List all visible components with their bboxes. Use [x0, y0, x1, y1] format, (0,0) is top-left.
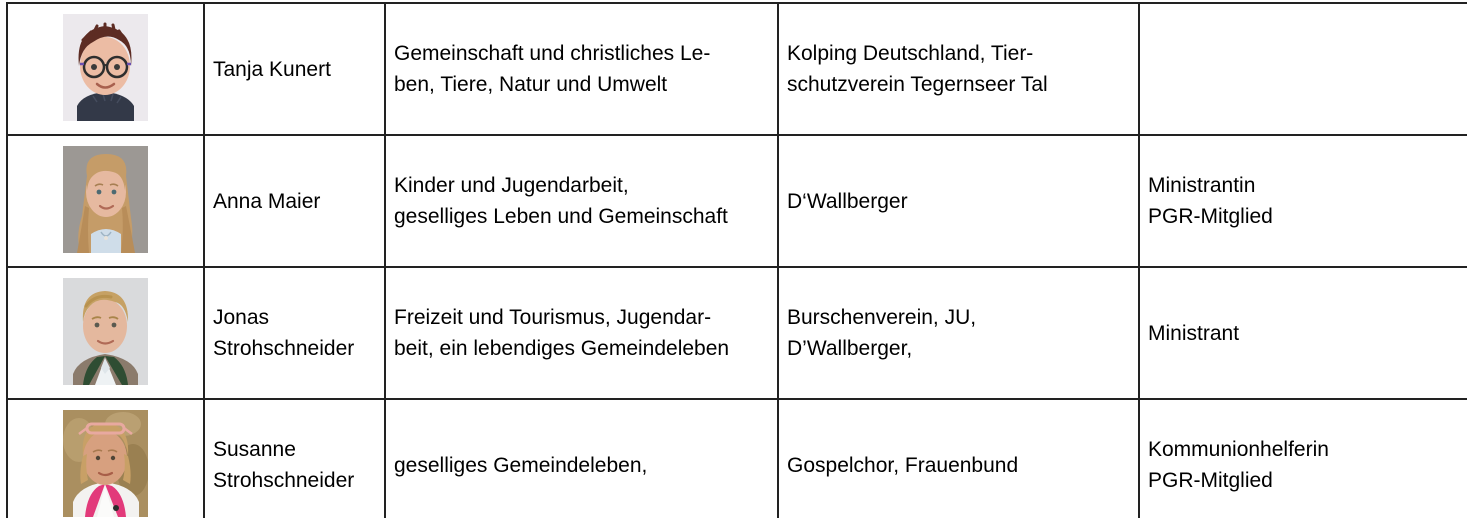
portrait-anna-maier-photo: [63, 146, 148, 253]
roles-cell: Ministrant: [1138, 266, 1467, 400]
organizations-cell: Kolping Deutschland, Tier- schutzverein …: [777, 2, 1140, 136]
photo-cell: [6, 266, 205, 400]
table-row: Tanja Kunert Gemeinschaft und christlich…: [6, 2, 1467, 136]
name-cell: Anna Maier: [203, 134, 386, 268]
topics-cell: Gemeinschaft und christliches Le- ben, T…: [384, 2, 779, 136]
roles-cell: Kommunionhelferin PGR-Mitglied: [1138, 398, 1467, 518]
roles-cell: [1138, 2, 1467, 136]
member-topics: geselliges Gemeindeleben,: [394, 453, 648, 477]
organizations-cell: Burschenverein, JU, D’Wallberger,: [777, 266, 1140, 400]
portrait-susanne-strohschneider-photo: [63, 410, 148, 517]
table-row: Jonas Strohschneider Freizeit und Touris…: [6, 266, 1467, 400]
member-roles: Kommunionhelferin PGR-Mitglied: [1148, 438, 1329, 492]
member-name: Jonas Strohschneider: [213, 306, 355, 360]
portrait-jonas-strohschneider-photo: [63, 278, 148, 385]
member-topics: Gemeinschaft und christliches Le- ben, T…: [394, 42, 711, 96]
roles-cell: Ministrantin PGR-Mitglied: [1138, 134, 1467, 268]
member-name: Tanja Kunert: [213, 57, 331, 81]
member-organizations: Kolping Deutschland, Tier- schutzverein …: [787, 42, 1048, 96]
member-name: Susanne Strohschneider: [213, 438, 355, 492]
member-name: Anna Maier: [213, 189, 321, 213]
table-row: Anna Maier Kinder und Jugendarbeit, gese…: [6, 134, 1467, 268]
table-row: Susanne Strohschneider geselliges Gemein…: [6, 398, 1467, 518]
name-cell: Jonas Strohschneider: [203, 266, 386, 400]
topics-cell: Kinder und Jugendarbeit, geselliges Lebe…: [384, 134, 779, 268]
name-cell: Tanja Kunert: [203, 2, 386, 136]
member-topics: Kinder und Jugendarbeit, geselliges Lebe…: [394, 174, 728, 228]
photo-cell: [6, 398, 205, 518]
member-organizations: Gospelchor, Frauenbund: [787, 453, 1019, 477]
photo-cell: [6, 2, 205, 136]
name-cell: Susanne Strohschneider: [203, 398, 386, 518]
member-organizations: D‘Wallberger: [787, 189, 908, 213]
organizations-cell: Gospelchor, Frauenbund: [777, 398, 1140, 518]
portrait-tanja-kunert-photo: [63, 14, 148, 121]
member-organizations: Burschenverein, JU, D’Wallberger,: [787, 306, 977, 360]
member-topics: Freizeit und Tourismus, Jugendar- beit, …: [394, 306, 730, 360]
organizations-cell: D‘Wallberger: [777, 134, 1140, 268]
member-roles: Ministrantin PGR-Mitglied: [1148, 174, 1273, 228]
topics-cell: geselliges Gemeindeleben,: [384, 398, 779, 518]
photo-cell: [6, 134, 205, 268]
topics-cell: Freizeit und Tourismus, Jugendar- beit, …: [384, 266, 779, 400]
council-members-table: Tanja Kunert Gemeinschaft und christlich…: [6, 2, 1467, 518]
member-roles: Ministrant: [1148, 321, 1240, 345]
